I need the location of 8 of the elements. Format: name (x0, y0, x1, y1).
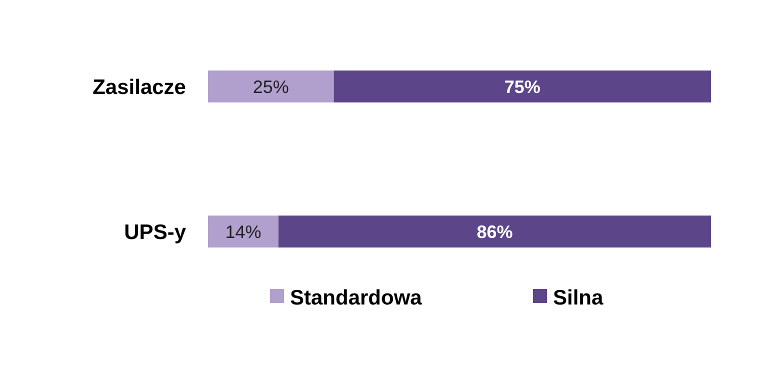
legend-label: Silna (553, 286, 604, 310)
data-label: 14% (225, 222, 262, 242)
data-label: 25% (252, 76, 289, 97)
y-tick-label: Zasilacze (92, 76, 186, 99)
data-label: 75% (504, 76, 540, 97)
legend-label: Standardowa (290, 286, 422, 310)
data-label: 86% (476, 222, 513, 242)
y-tick-label: UPS-y (124, 220, 186, 244)
